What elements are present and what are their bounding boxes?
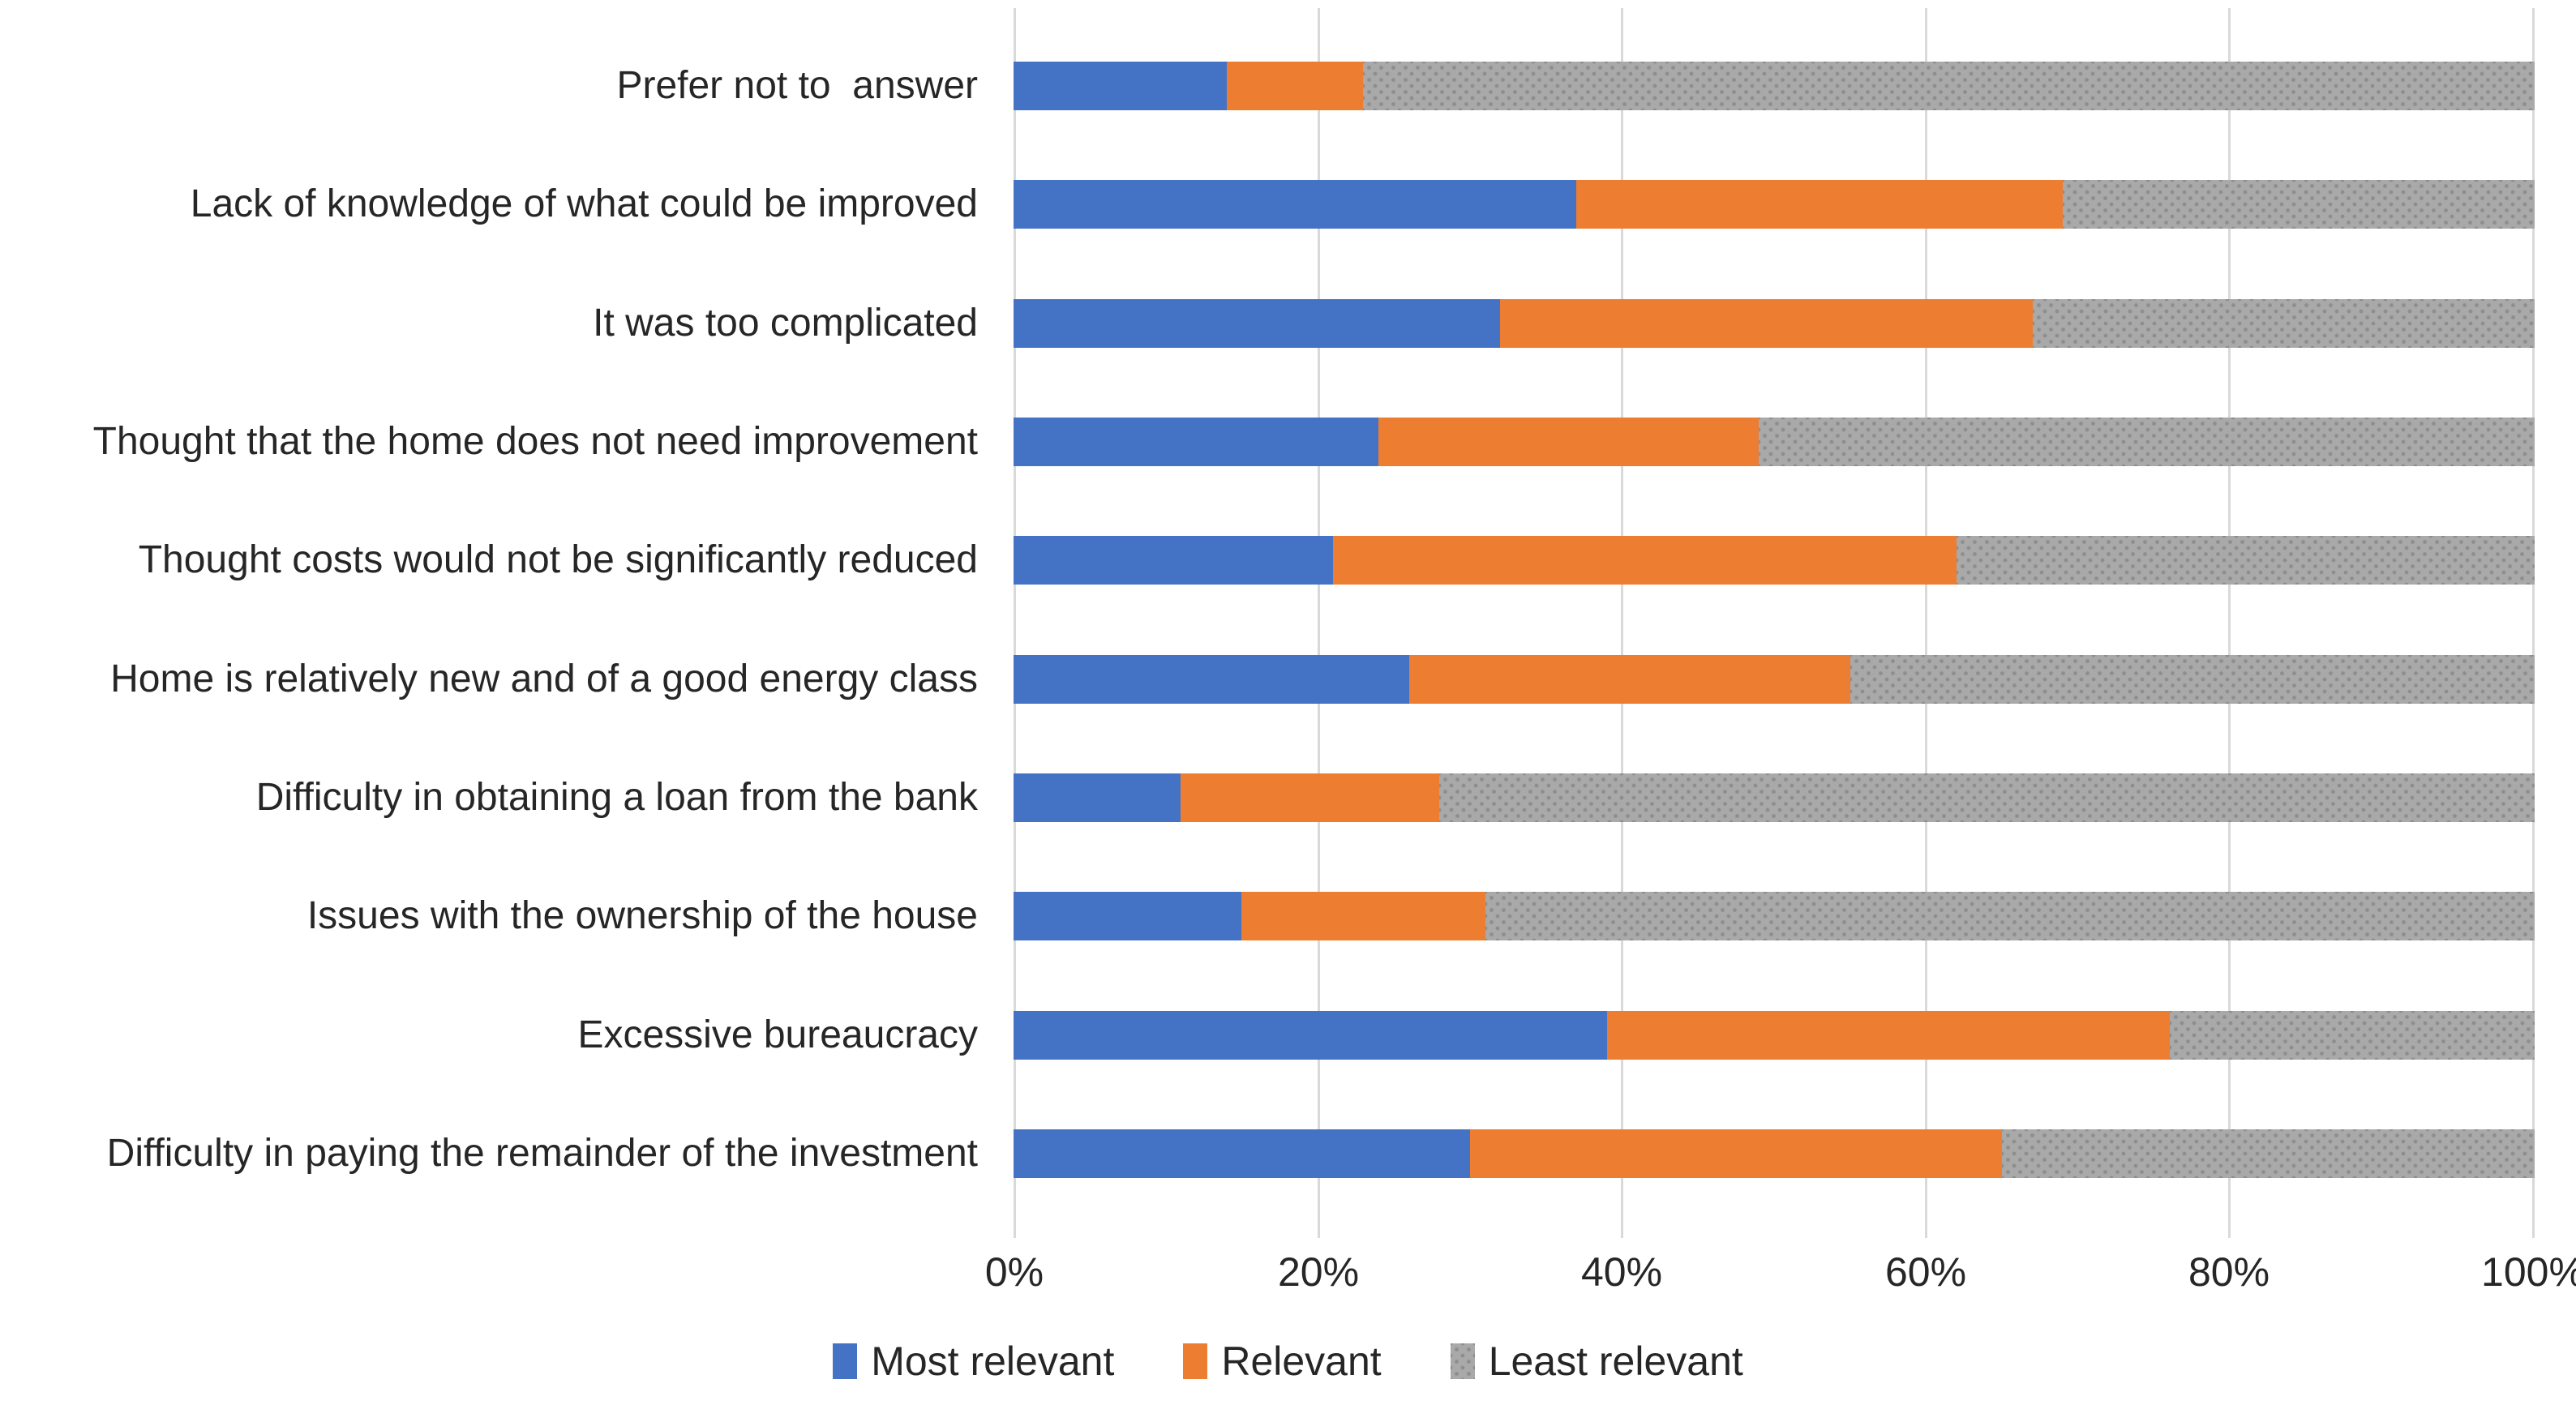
segment-most-relevant — [1014, 892, 1242, 940]
bar-row — [1014, 62, 2535, 110]
gridline-20 — [1318, 8, 1320, 1220]
axis-tick-60 — [1925, 1220, 1927, 1238]
x-axis-tick-label: 80% — [2188, 1249, 2270, 1295]
bar-row — [1014, 892, 2535, 940]
segment-most-relevant — [1014, 536, 1333, 585]
bar-row — [1014, 773, 2535, 822]
segment-relevant — [1500, 299, 2033, 348]
bar-row — [1014, 180, 2535, 229]
category-label: It was too complicated — [593, 302, 978, 345]
category-label: Thought costs would not be significantly… — [138, 538, 978, 581]
legend-item-least-relevant: Least relevant — [1450, 1336, 1743, 1386]
segment-relevant — [1378, 418, 1759, 466]
x-axis-tick-label: 100% — [2481, 1249, 2576, 1295]
legend-swatch — [1450, 1343, 1475, 1379]
category-label: Issues with the ownership of the house — [306, 894, 978, 937]
bar-row — [1014, 299, 2535, 348]
segment-least-relevant — [2002, 1129, 2535, 1178]
category-label: Difficulty in paying the remainder of th… — [106, 1132, 978, 1175]
segment-relevant — [1241, 892, 1485, 940]
legend-label: Least relevant — [1488, 1339, 1743, 1384]
segment-most-relevant — [1014, 655, 1409, 704]
category-label: Difficulty in obtaining a loan from the … — [255, 776, 978, 819]
legend-swatch — [1183, 1343, 1208, 1379]
axis-tick-40 — [1621, 1220, 1623, 1238]
bar-row — [1014, 1129, 2535, 1178]
segment-most-relevant — [1014, 62, 1227, 110]
segment-relevant — [1226, 62, 1364, 110]
legend: Most relevant Relevant Least relevant — [0, 1336, 2576, 1386]
segment-relevant — [1332, 536, 1957, 585]
segment-most-relevant — [1014, 773, 1181, 822]
segment-most-relevant — [1014, 1011, 1607, 1060]
bar-row — [1014, 655, 2535, 704]
segment-least-relevant — [1759, 418, 2535, 466]
gridline-100 — [2532, 8, 2535, 1220]
segment-most-relevant — [1014, 299, 1501, 348]
legend-label: Most relevant — [871, 1339, 1115, 1384]
segment-least-relevant — [2032, 299, 2535, 348]
legend-label: Relevant — [1221, 1339, 1382, 1384]
segment-least-relevant — [1439, 773, 2535, 822]
axis-tick-80 — [2228, 1220, 2231, 1238]
segment-relevant — [1576, 180, 2064, 229]
segment-most-relevant — [1014, 1129, 1470, 1178]
segment-most-relevant — [1014, 180, 1577, 229]
plot-area — [1014, 8, 2535, 1238]
category-label: Home is relatively new and of a good ene… — [110, 658, 978, 700]
legend-item-relevant: Relevant — [1183, 1336, 1382, 1386]
category-label: Prefer not to answer — [616, 64, 978, 107]
segment-least-relevant — [2169, 1011, 2535, 1060]
category-label: Lack of knowledge of what could be impro… — [190, 182, 978, 225]
gridline-80 — [2228, 8, 2231, 1220]
gridline-40 — [1621, 8, 1623, 1220]
bar-row — [1014, 418, 2535, 466]
axis-tick-20 — [1318, 1220, 1320, 1238]
segment-relevant — [1469, 1129, 2003, 1178]
gridline-60 — [1925, 8, 1927, 1220]
gridline-0 — [1014, 8, 1016, 1220]
axis-tick-0 — [1014, 1220, 1016, 1238]
x-axis-tick-label: 40% — [1580, 1249, 1663, 1295]
legend-item-most-relevant: Most relevant — [833, 1336, 1114, 1386]
category-label: Excessive bureaucracy — [577, 1013, 978, 1056]
bar-row — [1014, 536, 2535, 585]
legend-swatch — [833, 1343, 858, 1379]
segment-relevant — [1408, 655, 1850, 704]
x-axis-tick-label: 20% — [1277, 1249, 1360, 1295]
category-label: Thought that the home does not need impr… — [92, 420, 978, 463]
segment-least-relevant — [1363, 62, 2535, 110]
x-axis-tick-label: 60% — [1884, 1249, 1967, 1295]
axis-tick-100 — [2532, 1220, 2535, 1238]
segment-relevant — [1606, 1011, 2170, 1060]
segment-least-relevant — [1957, 536, 2535, 585]
segment-relevant — [1181, 773, 1440, 822]
segment-least-relevant — [1849, 655, 2535, 704]
segment-most-relevant — [1014, 418, 1379, 466]
bar-row — [1014, 1011, 2535, 1060]
segment-least-relevant — [1485, 892, 2535, 940]
x-axis-tick-label: 0% — [984, 1249, 1044, 1295]
segment-least-relevant — [2063, 180, 2535, 229]
